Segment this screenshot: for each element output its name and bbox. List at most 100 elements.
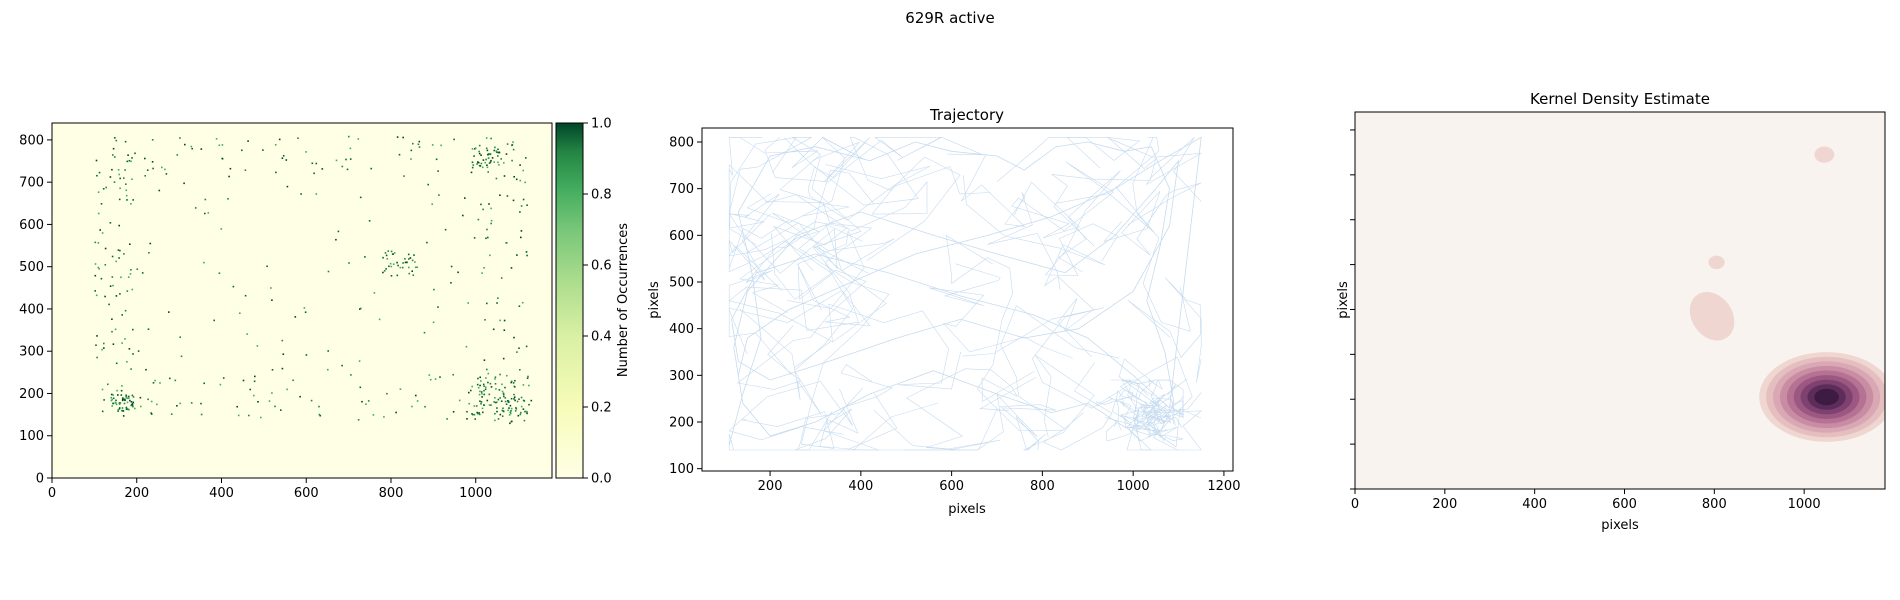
heatmap-cell xyxy=(478,413,481,416)
heatmap-cell xyxy=(114,156,116,158)
heatmap-cell xyxy=(494,146,496,149)
heatmap-cell xyxy=(128,159,131,162)
heatmap-cell xyxy=(476,163,478,165)
heatmap-cell xyxy=(396,274,399,277)
heatmap-cell xyxy=(481,407,484,410)
heatmap-cell xyxy=(151,139,154,141)
heatmap-cell xyxy=(514,410,517,412)
heatmap-cell xyxy=(103,342,105,345)
heatmap-cell xyxy=(390,275,393,277)
trajectory-segment xyxy=(1119,401,1144,429)
heatmap-cell xyxy=(126,361,128,363)
heatmap-cell xyxy=(335,238,337,241)
heatmap-cell xyxy=(514,386,516,388)
heatmap-cell xyxy=(215,138,218,140)
heatmap-cell xyxy=(111,330,113,333)
heatmap-cell xyxy=(497,161,499,164)
heatmap-cell xyxy=(479,376,481,379)
heatmap-cell xyxy=(118,224,120,227)
heatmap-cell xyxy=(528,384,530,387)
heatmap-cell xyxy=(319,414,322,417)
heatmap-cell xyxy=(94,263,97,265)
heatmap-cell xyxy=(417,143,420,146)
heatmap-cell xyxy=(499,397,501,399)
heatmap-cell xyxy=(497,148,499,151)
heatmap-cell xyxy=(404,258,406,260)
trajectory-segment xyxy=(945,234,1084,431)
colorbar-tick-label: 0.4 xyxy=(591,330,612,345)
heatmap-cell xyxy=(435,158,438,161)
heatmap-cell xyxy=(477,377,479,380)
occupancy-heatmap-panel: 0 200 400 600 800 1000 0 100 200 300 400 500 600 700… xyxy=(19,117,631,502)
heatmap-cell xyxy=(522,169,524,172)
trajectory-x-tick-label: 600 xyxy=(939,479,964,494)
heatmap-cell xyxy=(113,181,116,183)
heatmap-cell xyxy=(119,187,121,190)
heatmap-cell xyxy=(139,396,142,399)
heatmap-cell xyxy=(359,386,362,389)
colorbar-tick-label: 0.0 xyxy=(591,472,612,487)
heatmap-cell xyxy=(359,308,361,310)
heatmap-cell xyxy=(484,319,486,321)
heatmap-cell xyxy=(100,203,103,205)
trajectory-segment xyxy=(1132,393,1165,426)
heatmap-cell xyxy=(204,198,207,201)
heatmap-cell xyxy=(480,162,483,165)
heatmap-cell xyxy=(121,314,123,316)
heatmap-cell xyxy=(282,353,285,355)
heatmap-y-ticks: 0 100 200 300 400 500 600 700 800 xyxy=(19,133,52,487)
heatmap-cell xyxy=(437,306,439,308)
heatmap-cell xyxy=(431,144,434,146)
heatmap-cell xyxy=(147,398,149,401)
heatmap-cell xyxy=(473,237,476,239)
heatmap-cell xyxy=(281,339,284,342)
heatmap-cell xyxy=(131,404,134,406)
heatmap-cell xyxy=(513,398,515,400)
heatmap-cell xyxy=(458,399,461,402)
heatmap-y-tick-label: 800 xyxy=(19,133,44,148)
heatmap-cell xyxy=(253,394,255,397)
kde-x-tick-label: 1000 xyxy=(1788,497,1821,512)
heatmap-cell xyxy=(509,404,512,407)
heatmap-cell xyxy=(495,177,498,180)
heatmap-cell xyxy=(502,410,505,413)
heatmap-cell xyxy=(169,377,171,380)
heatmap-cell xyxy=(399,266,402,269)
heatmap-cell xyxy=(253,380,256,383)
heatmap-cell xyxy=(526,204,528,206)
heatmap-cell xyxy=(117,249,120,251)
heatmap-cell xyxy=(213,319,215,322)
heatmap-cell xyxy=(101,232,104,234)
heatmap-cell xyxy=(470,171,473,174)
trajectory-x-tick-label: 1000 xyxy=(1117,479,1150,494)
heatmap-x-tick-label: 800 xyxy=(379,486,404,501)
heatmap-cell xyxy=(494,376,497,378)
heatmap-cell xyxy=(520,230,523,232)
heatmap-cell xyxy=(415,394,417,397)
heatmap-cell xyxy=(128,348,131,350)
heatmap-cell xyxy=(254,375,256,378)
heatmap-cell xyxy=(104,295,106,298)
heatmap-cell xyxy=(123,253,125,255)
heatmap-cell xyxy=(228,175,230,178)
heatmap-cell xyxy=(125,189,128,192)
heatmap-cell xyxy=(480,401,483,403)
heatmap-cell xyxy=(123,177,125,179)
heatmap-cell xyxy=(112,343,115,345)
trajectory-segment xyxy=(819,377,1037,451)
heatmap-cell xyxy=(483,389,485,392)
heatmap-cell xyxy=(450,265,453,268)
heatmap-cell xyxy=(119,177,121,180)
heatmap-cell xyxy=(514,379,516,382)
heatmap-cell xyxy=(132,405,134,408)
heatmap-cell xyxy=(127,276,130,278)
trajectory-segment xyxy=(807,137,931,221)
heatmap-cell xyxy=(498,389,501,391)
heatmap-cell xyxy=(503,162,505,164)
heatmap-cell xyxy=(482,208,484,211)
heatmap-cell xyxy=(112,394,114,396)
trajectory-segment xyxy=(1103,182,1202,256)
heatmap-cell xyxy=(482,411,484,414)
heatmap-cell xyxy=(101,348,103,351)
heatmap-cell xyxy=(477,412,479,415)
